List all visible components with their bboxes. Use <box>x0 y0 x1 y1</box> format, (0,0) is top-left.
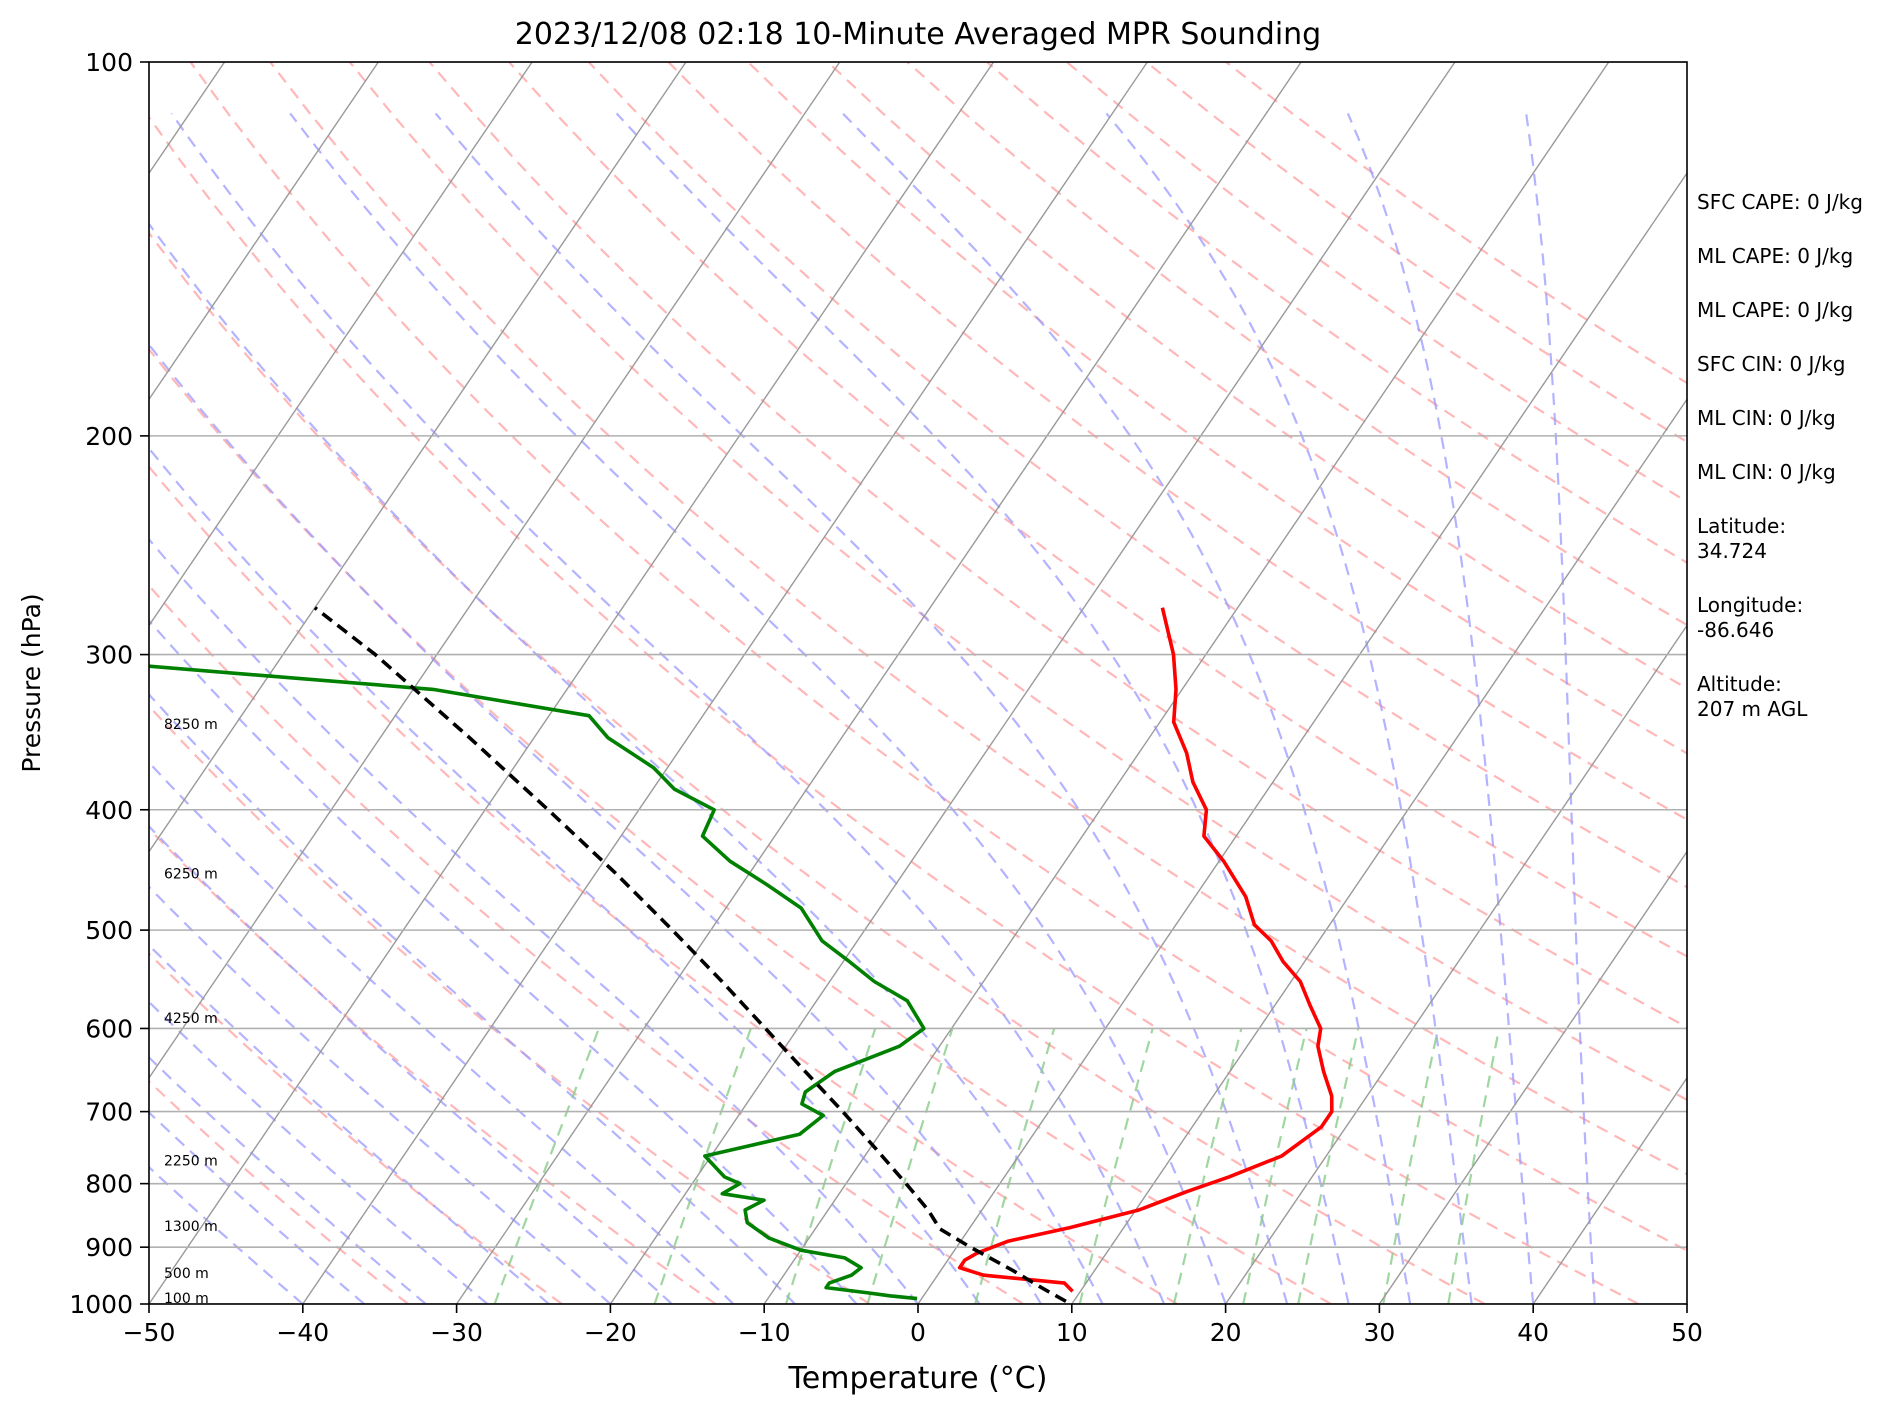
data-lines <box>149 606 1334 1303</box>
moist-adiabat-line <box>149 692 796 1304</box>
dry-adiabat-line <box>189 62 1687 1252</box>
moist-adiabat-line <box>149 619 858 1304</box>
y-tick-label: 400 <box>85 796 133 825</box>
isotherm-line <box>149 62 379 401</box>
isotherm-line <box>1378 850 1687 1304</box>
moist-adiabat-line <box>1346 112 1535 1304</box>
x-tick-label: −50 <box>123 1318 176 1347</box>
moist-adiabat-line <box>615 112 1350 1304</box>
y-tick-label: 1000 <box>69 1290 133 1319</box>
height-label: 4250 m <box>164 1011 218 1027</box>
x-axis-label: Temperature (°C) <box>788 1361 1048 1396</box>
moist-adiabat-line <box>149 342 1042 1304</box>
isotherm-line <box>149 62 533 627</box>
moist-adiabat-line <box>149 537 919 1304</box>
y-tick-label: 700 <box>85 1098 133 1127</box>
isotherm-line <box>456 62 1302 1304</box>
x-tick-label: −20 <box>584 1318 637 1347</box>
dry-adiabat-line <box>508 62 1687 958</box>
height-label: 100 m <box>164 1291 209 1307</box>
altitude-info: Altitude: 207 m AGL <box>1697 672 1808 721</box>
moist-adiabat-line <box>289 112 1227 1304</box>
index-ml-cape-2: ML CAPE: 0 J/kg <box>1697 298 1854 322</box>
dry-adiabat-line <box>149 231 1486 1304</box>
longitude-info: Longitude: -86.646 <box>1697 593 1804 642</box>
y-tick-label: 100 <box>85 48 133 77</box>
height-labels: 100 m 500 m 1300 m 2250 m 4250 m 6250 m 8250 m <box>164 717 218 1307</box>
height-label: 8250 m <box>164 717 218 733</box>
isotherm-line <box>1532 1076 1687 1304</box>
moist-adiabat-line <box>149 824 673 1304</box>
height-label: 1300 m <box>164 1219 218 1235</box>
index-sfc-cin: SFC CIN: 0 J/kg <box>1697 352 1846 376</box>
x-tick-label: 0 <box>910 1318 926 1347</box>
x-tick-label: 20 <box>1210 1318 1242 1347</box>
height-label: 500 m <box>164 1266 209 1282</box>
isotherm-line <box>149 62 841 1080</box>
dry-adiabat-line <box>269 62 1687 1176</box>
dry-adiabat-line <box>826 62 1687 690</box>
x-tick-label: −40 <box>276 1318 329 1347</box>
moist-adiabat-line <box>149 761 735 1304</box>
y-axis: 1000 900 800 700 600 500 400 300 200 100 <box>69 48 149 1319</box>
moist-adiabat-line <box>1105 112 1473 1304</box>
isotherm-line <box>1225 624 1687 1304</box>
index-ml-cin-2: ML CIN: 0 J/kg <box>1697 460 1836 484</box>
moist-adiabat-line <box>149 1165 304 1304</box>
height-label: 2250 m <box>164 1154 218 1170</box>
y-axis-label: Pressure (hPa) <box>17 593 46 772</box>
dry-adiabat-line <box>348 62 1687 1102</box>
y-tick-label: 800 <box>85 1170 133 1199</box>
x-axis: −50 −40 −30 −20 −10 0 10 20 30 40 50 <box>123 1304 1703 1347</box>
dry-adiabat-line <box>747 62 1687 755</box>
isotherm-line <box>609 62 1456 1304</box>
dry-adiabat-line <box>149 465 1178 1304</box>
parcel-line <box>313 606 1067 1303</box>
x-tick-label: −30 <box>430 1318 483 1347</box>
x-tick-label: 50 <box>1671 1318 1703 1347</box>
y-tick-label: 300 <box>85 641 133 670</box>
isotherm-line <box>149 62 687 853</box>
temperature-line <box>957 607 1334 1293</box>
background-lines <box>149 62 1687 1304</box>
x-tick-label: 40 <box>1517 1318 1549 1347</box>
y-tick-label: 900 <box>85 1233 133 1262</box>
index-sfc-cape: SFC CAPE: 0 J/kg <box>1697 190 1863 214</box>
moist-adiabat-line <box>1525 113 1596 1304</box>
dewpoint-line <box>149 664 926 1301</box>
y-tick-label: 500 <box>85 916 133 945</box>
x-tick-label: 30 <box>1363 1318 1395 1347</box>
dry-adiabat-line <box>149 115 1640 1304</box>
x-tick-label: −10 <box>738 1318 791 1347</box>
isotherm-line <box>149 62 995 1304</box>
chart-title: 2023/12/08 02:18 10-Minute Averaged MPR … <box>515 17 1321 52</box>
moist-adiabat-line <box>170 112 1166 1304</box>
y-tick-label: 200 <box>85 422 133 451</box>
isotherm-line <box>302 62 1148 1304</box>
latitude-info: Latitude: 34.724 <box>1697 514 1787 563</box>
x-tick-label: 10 <box>1056 1318 1088 1347</box>
moist-adiabat-line <box>149 446 981 1304</box>
isotherm-line <box>1071 398 1687 1304</box>
dry-adiabat-line <box>149 704 871 1304</box>
y-tick-label: 600 <box>85 1014 133 1043</box>
isotherm-line <box>917 171 1687 1304</box>
index-ml-cin: ML CIN: 0 J/kg <box>1697 406 1836 430</box>
isotherm-line <box>763 62 1610 1304</box>
height-label: 6250 m <box>164 866 218 882</box>
moist-adiabat-line <box>841 112 1412 1304</box>
index-ml-cape: ML CAPE: 0 J/kg <box>1697 244 1854 268</box>
dry-adiabat-line <box>149 952 563 1304</box>
dry-adiabat-line <box>428 62 1687 1029</box>
moist-adiabat-line <box>149 885 612 1304</box>
dry-adiabat-line <box>149 584 1024 1304</box>
